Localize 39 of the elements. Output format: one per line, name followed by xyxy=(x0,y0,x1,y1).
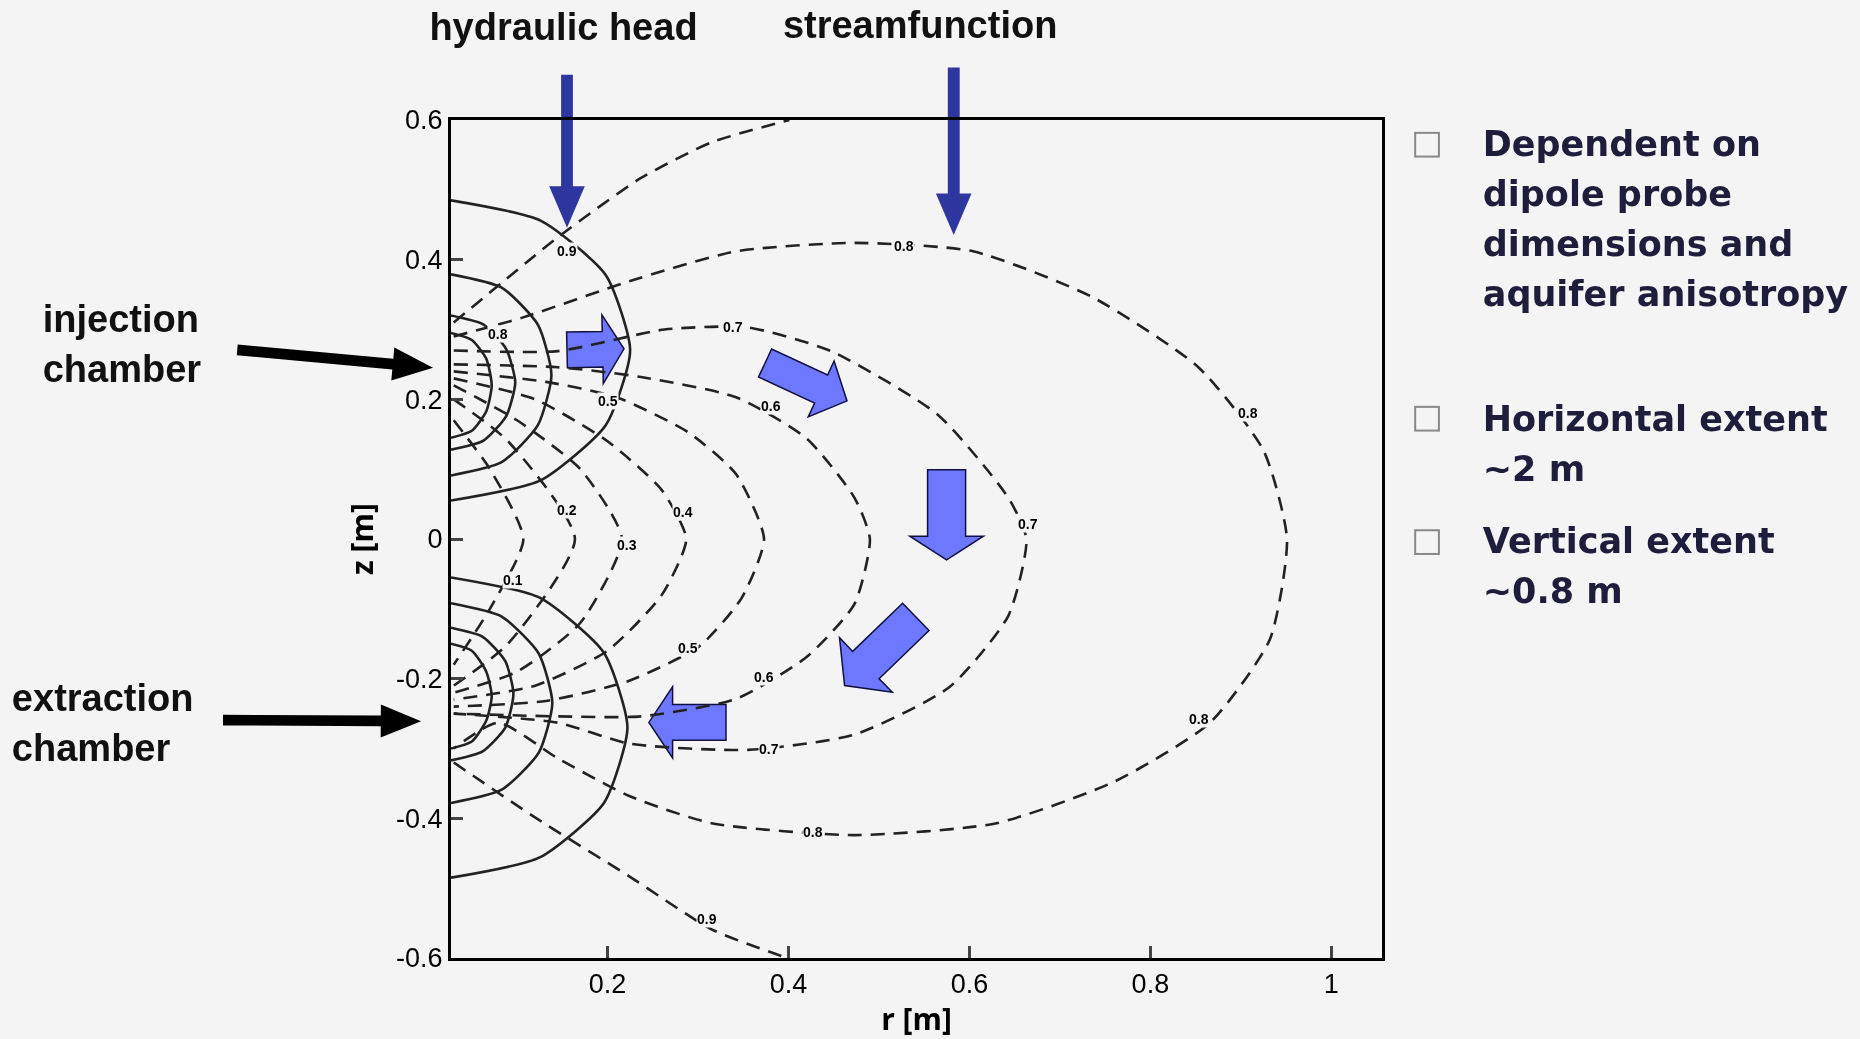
annotation: 0.3 xyxy=(617,537,637,553)
annotation: 0.2 xyxy=(557,502,577,518)
y-tick-label: 0 xyxy=(427,524,443,555)
y-tick-label: 0.2 xyxy=(405,384,443,415)
annotation: 0.6 xyxy=(761,398,781,414)
y-tick-label: 0.4 xyxy=(405,245,443,276)
annotation: 0.5 xyxy=(678,640,698,656)
x-tick-label: 0.4 xyxy=(769,969,808,1000)
y-tick-label: -0.4 xyxy=(396,803,443,834)
text: streamfunction xyxy=(782,3,1059,48)
y-tick-label: -0.6 xyxy=(396,943,443,974)
y-axis-title: z [m] xyxy=(341,503,383,575)
text: injection chamber xyxy=(42,297,203,393)
annotation: 0.6 xyxy=(754,669,774,685)
text: Horizontal extent ~2 m xyxy=(1482,397,1829,491)
annotation: 0.8 xyxy=(1189,711,1209,727)
x-tick-label: 0.2 xyxy=(588,969,627,1000)
text: Vertical extent ~0.8 m xyxy=(1482,520,1776,613)
annotation: 0.1 xyxy=(503,572,523,588)
annotation: 0.8 xyxy=(1238,405,1258,421)
annotation: 0.5 xyxy=(598,393,618,409)
annotation: 0.9 xyxy=(697,911,717,927)
x-axis-title: r [m] xyxy=(881,998,952,1039)
annotation: 0.8 xyxy=(803,824,823,840)
annotation: 0.9 xyxy=(557,243,577,259)
text: extraction chamber xyxy=(11,675,195,771)
annotation: 0.7 xyxy=(1018,516,1038,532)
annotation: 0.8 xyxy=(488,326,508,342)
text: hydraulic head xyxy=(429,6,698,49)
annotation: 0.4 xyxy=(673,504,693,520)
y-tick-label: -0.2 xyxy=(396,664,443,695)
x-tick-label: 0.6 xyxy=(950,969,989,1000)
text: Dependent on dipole probe dimensions and aquifer anisotropy xyxy=(1482,122,1850,316)
annotation: 0.7 xyxy=(759,741,779,757)
annotation: 0.8 xyxy=(894,238,914,254)
y-tick-label: 0.6 xyxy=(405,105,443,136)
x-tick-label: 0.8 xyxy=(1131,969,1170,1000)
annotation: 0.7 xyxy=(723,319,743,335)
x-tick-label: 1 xyxy=(1323,969,1339,1000)
